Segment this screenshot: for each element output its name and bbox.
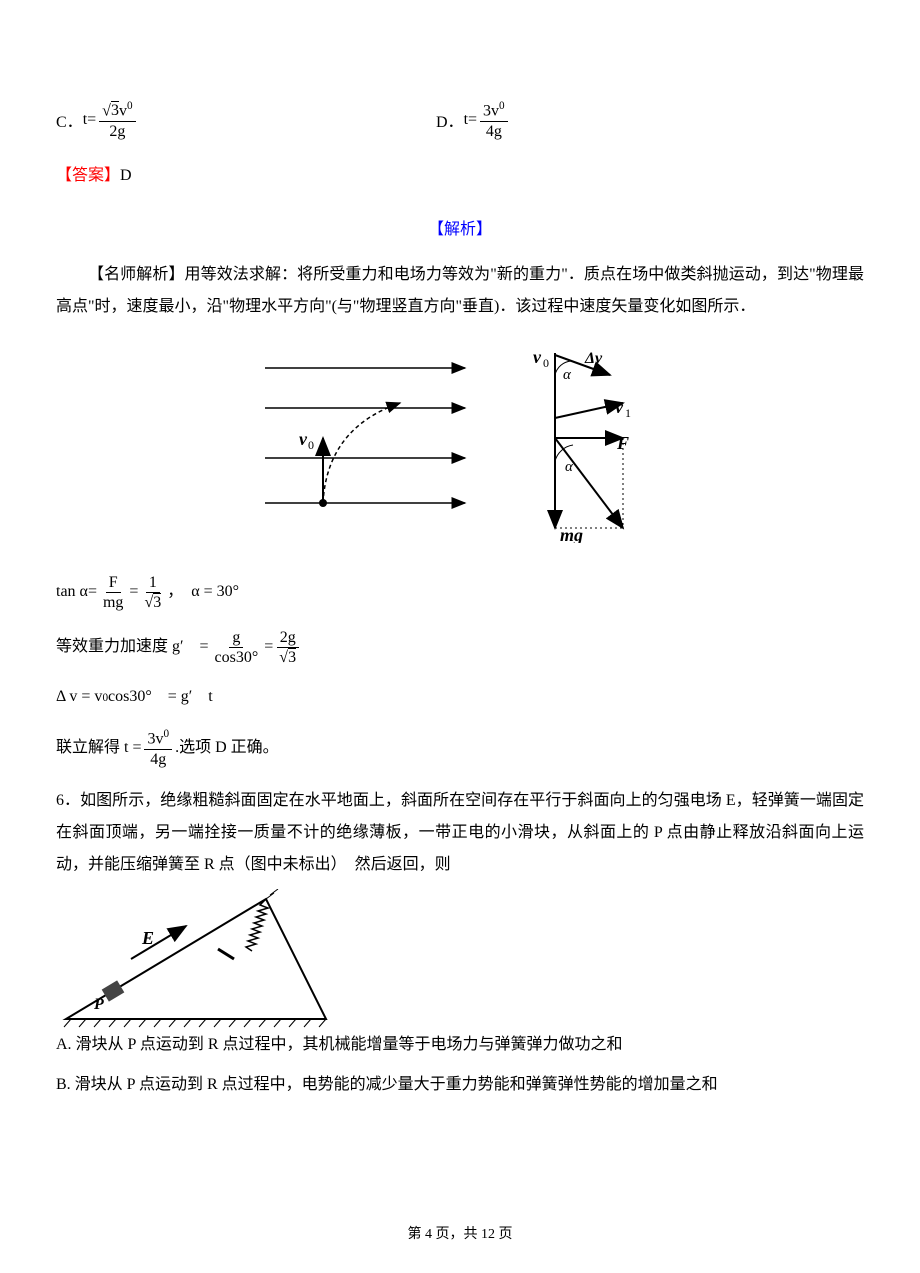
svg-text:1: 1	[625, 406, 631, 420]
explain-title: 【解析】	[56, 215, 864, 239]
vector-diagram: v 0 Δv α v 1 F α mg	[515, 343, 665, 543]
options-row: C． t = √3v0 2g D． t = 3v0 4g	[56, 100, 864, 141]
svg-text:Δv: Δv	[584, 350, 603, 367]
eq-gprime: 等效重力加速度 g′ = g cos30° = 2g √3	[56, 628, 864, 667]
svg-text:v: v	[299, 429, 308, 449]
answer-line: 【答案】D	[56, 161, 864, 185]
svg-text:v: v	[615, 397, 624, 417]
option-d-prefix: D．	[436, 108, 464, 132]
explain-para: 【名师解析】用等效法求解：将所受重力和电场力等效为"新的重力"．质点在场中做类斜…	[56, 259, 864, 323]
option-c: C． t = √3v0 2g	[56, 100, 436, 141]
svg-text:α: α	[563, 367, 572, 383]
efield-diagram: v 0	[255, 343, 475, 523]
svg-text:0: 0	[308, 438, 314, 452]
page-footer: 第 4 页，共 12 页	[0, 1223, 920, 1243]
svg-text:P: P	[93, 996, 104, 1013]
svg-text:mg: mg	[560, 525, 583, 543]
choice-b: B. 滑块从 P 点运动到 R 点过程中，电势能的减少量大于重力势能和弹簧弹性势…	[56, 1069, 864, 1101]
diagram-row: v 0 v 0 Δv α v 1 F α	[56, 343, 864, 543]
q6-text: 6．如图所示，绝缘粗糙斜面固定在水平地面上，斜面所在空间存在平行于斜面向上的匀强…	[56, 785, 864, 881]
option-d-frac: 3v0 4g	[480, 100, 508, 141]
choice-a: A. 滑块从 P 点运动到 R 点过程中，其机械能增量等于电场力与弹簧弹力做功之…	[56, 1029, 864, 1061]
svg-text:0: 0	[543, 356, 549, 370]
incline-diagram: P E	[56, 889, 336, 1029]
eq-result: 联立解得 t = 3v0 4g .选项 D 正确。	[56, 728, 864, 769]
svg-text:v: v	[533, 347, 542, 367]
answer-label: 【答案】	[56, 167, 120, 184]
option-c-frac: √3v0 2g	[99, 100, 135, 141]
svg-text:E: E	[141, 928, 154, 948]
eq-tan: tan α = F mg = 1 √3 ， α = 30°	[56, 573, 864, 612]
eq-dv: Δ v = v0cos30° = g′ t	[56, 683, 864, 712]
answer-value: D	[120, 167, 132, 184]
option-d: D． t = 3v0 4g	[436, 100, 511, 141]
option-c-prefix: C．	[56, 108, 83, 132]
